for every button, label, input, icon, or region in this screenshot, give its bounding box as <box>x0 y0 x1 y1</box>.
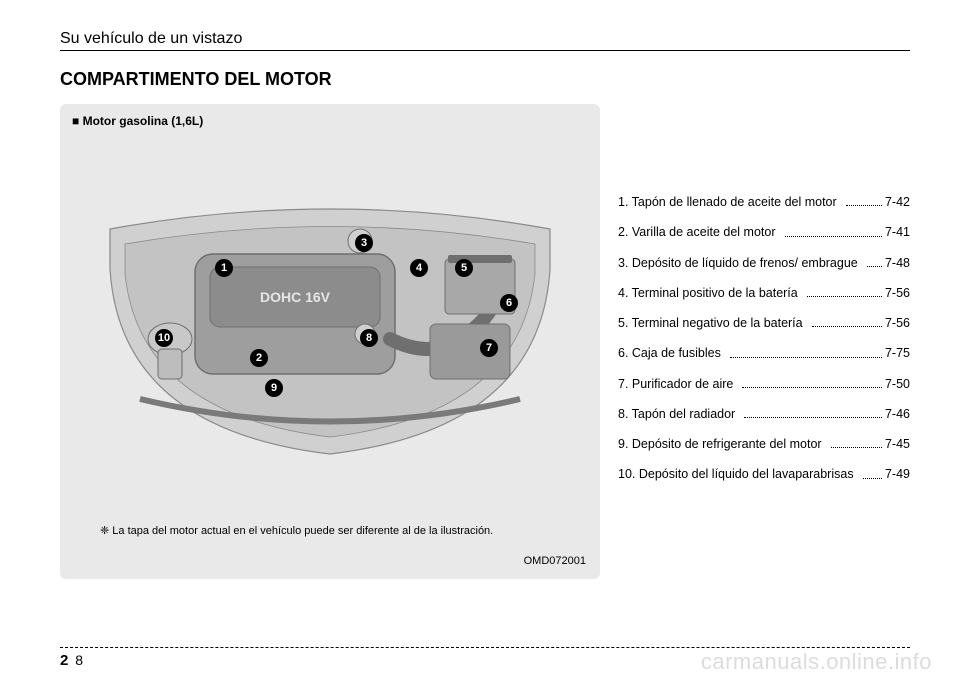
list-item: 9. Depósito de refrigerante del motor 7-4… <box>618 436 910 452</box>
list-item: 10. Depósito del líquido del lavaparabri… <box>618 466 910 482</box>
figure-box: ■ Motor gasolina (1,6L) DOHC 16V <box>60 104 600 579</box>
leader-dots <box>867 251 882 267</box>
leader-dots <box>812 311 882 327</box>
list-item-label: 8. Tapón del radiador <box>618 406 741 422</box>
list-item: 6. Caja de fusibles 7-75 <box>618 345 910 361</box>
list-item-ref: 7-56 <box>885 315 910 331</box>
list-item-ref: 7-50 <box>885 376 910 392</box>
list-item-ref: 7-41 <box>885 224 910 240</box>
list-item-ref: 7-42 <box>885 194 910 210</box>
marker-2: 2 <box>250 349 268 367</box>
marker-1: 1 <box>215 259 233 277</box>
list-item-label: 1. Tapón de llenado de aceite del motor <box>618 194 843 210</box>
leader-dots <box>744 402 882 418</box>
marker-4: 4 <box>410 259 428 277</box>
list-item-label: 7. Purificador de aire <box>618 376 739 392</box>
list-item-label: 5. Terminal negativo de la batería <box>618 315 809 331</box>
list-item-ref: 7-49 <box>885 466 910 482</box>
engine-svg: DOHC 16V <box>100 199 560 459</box>
list-item-ref: 7-45 <box>885 436 910 452</box>
section-title: COMPARTIMENTO DEL MOTOR <box>60 69 910 90</box>
leader-dots <box>831 432 882 448</box>
list-item-label: 4. Terminal positivo de la batería <box>618 285 804 301</box>
marker-9: 9 <box>265 379 283 397</box>
marker-10: 10 <box>155 329 173 347</box>
leader-dots <box>742 372 882 388</box>
list-item-label: 3. Depósito de líquido de frenos/ embrag… <box>618 255 864 271</box>
list-item: 8. Tapón del radiador 7-46 <box>618 406 910 422</box>
list-item-label: 10. Depósito del líquido del lavaparabri… <box>618 466 860 482</box>
svg-text:DOHC 16V: DOHC 16V <box>260 289 331 305</box>
figure-code: OMD072001 <box>524 555 586 567</box>
figure-caption: ❈ La tapa del motor actual en el vehícul… <box>100 524 493 537</box>
list-item-ref: 7-56 <box>885 285 910 301</box>
figure-label: ■ Motor gasolina (1,6L) <box>72 114 588 128</box>
list-item: 3. Depósito de líquido de frenos/ embrag… <box>618 255 910 271</box>
marker-3: 3 <box>355 234 373 252</box>
page: Su vehículo de un vistazo COMPARTIMENTO … <box>0 0 960 689</box>
list-item-label: 2. Varilla de aceite del motor <box>618 224 782 240</box>
list-item: 7. Purificador de aire 7-50 <box>618 376 910 392</box>
page-number: 8 <box>75 652 83 668</box>
list-item-ref: 7-75 <box>885 345 910 361</box>
list-item-label: 9. Depósito de refrigerante del motor <box>618 436 828 452</box>
leader-dots <box>807 281 882 297</box>
leader-dots <box>730 341 882 357</box>
marker-5: 5 <box>455 259 473 277</box>
component-list: 1. Tapón de llenado de aceite del motor 7… <box>618 104 910 579</box>
list-item: 5. Terminal negativo de la batería 7-56 <box>618 315 910 331</box>
list-item-label: 6. Caja de fusibles <box>618 345 727 361</box>
watermark: carmanuals.online.info <box>701 649 932 675</box>
engine-illustration: DOHC 16V <box>100 199 560 459</box>
marker-8: 8 <box>360 329 378 347</box>
leader-dots <box>785 220 882 236</box>
header-text: Su vehículo de un vistazo <box>60 30 242 47</box>
list-item: 4. Terminal positivo de la batería 7-56 <box>618 285 910 301</box>
chapter-number: 2 <box>60 652 68 669</box>
content-row: ■ Motor gasolina (1,6L) DOHC 16V <box>60 104 910 579</box>
list-item: 1. Tapón de llenado de aceite del motor 7… <box>618 194 910 210</box>
leader-dots <box>863 462 882 478</box>
list-item-ref: 7-46 <box>885 406 910 422</box>
list-item: 2. Varilla de aceite del motor 7-41 <box>618 224 910 240</box>
header-rule: Su vehículo de un vistazo <box>60 30 910 51</box>
marker-6: 6 <box>500 294 518 312</box>
list-item-ref: 7-48 <box>885 255 910 271</box>
leader-dots <box>846 190 882 206</box>
marker-7: 7 <box>480 339 498 357</box>
